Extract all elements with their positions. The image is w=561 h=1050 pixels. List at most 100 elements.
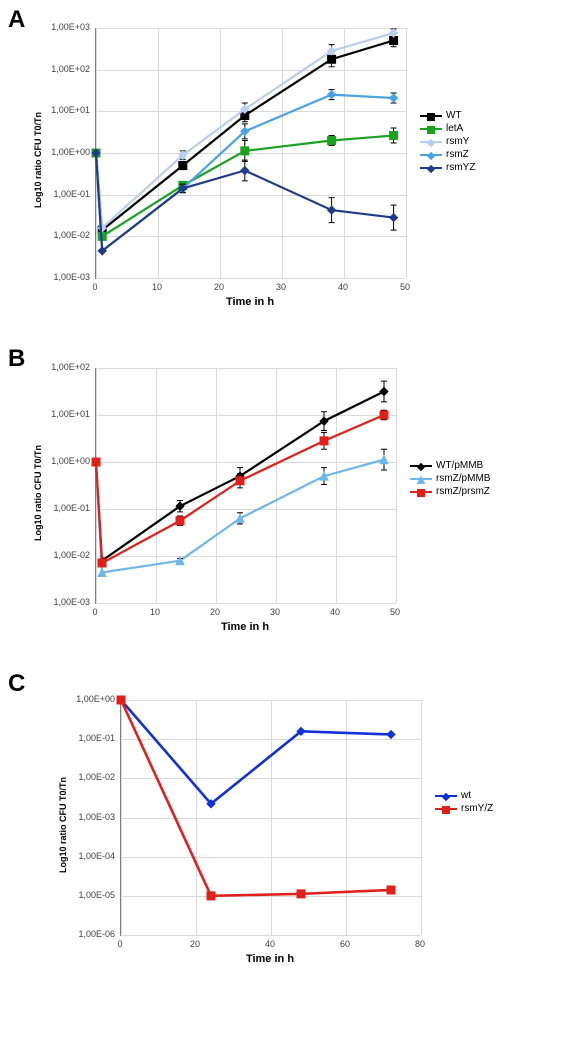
series-svg	[96, 28, 406, 278]
ytick-label: 1,00E-04	[65, 851, 115, 861]
ytick-label: 1,00E-03	[40, 272, 90, 282]
series-marker	[390, 29, 398, 37]
ytick-label: 1,00E-02	[40, 550, 90, 560]
ytick-label: 1,00E-02	[65, 772, 115, 782]
series-marker	[387, 730, 395, 738]
panel-label-a: A	[8, 6, 25, 34]
xtick-label: 30	[270, 607, 280, 617]
gridline-v	[406, 28, 407, 278]
xtick-label: 20	[210, 607, 220, 617]
xtick-label: 60	[340, 939, 350, 949]
ytick-label: 1,00E+02	[40, 362, 90, 372]
legend-swatch	[420, 128, 442, 130]
ytick-label: 1,00E-06	[65, 929, 115, 939]
legend-swatch	[435, 808, 457, 810]
legend-item: rsmZ	[420, 149, 475, 160]
ytick-label: 1,00E+00	[40, 147, 90, 157]
x-axis-label: Time in h	[246, 953, 294, 965]
ytick-label: 1,00E-01	[40, 503, 90, 513]
xtick-label: 50	[390, 607, 400, 617]
xtick-label: 40	[330, 607, 340, 617]
legend-label: rsmYZ	[446, 162, 475, 173]
plot-area-b	[95, 368, 396, 604]
series-marker	[236, 514, 244, 522]
ytick-label: 1,00E+03	[40, 22, 90, 32]
xtick-label: 20	[214, 282, 224, 292]
xtick-label: 10	[150, 607, 160, 617]
ytick-label: 1,00E-03	[40, 597, 90, 607]
gridline-v	[421, 700, 422, 935]
legend-swatch	[410, 465, 432, 467]
legend-item: wt	[435, 790, 493, 801]
y-axis-label: Log10 ratio CFU T0/Tn	[58, 776, 68, 872]
ytick-label: 1,00E+01	[40, 105, 90, 115]
series-line	[96, 415, 384, 563]
series-svg	[96, 368, 396, 603]
series-marker	[390, 94, 398, 102]
legend-item: WT	[420, 110, 475, 121]
xtick-label: 40	[265, 939, 275, 949]
series-marker	[380, 411, 388, 419]
y-axis-label: Log10 ratio CFU T0/Tn	[33, 444, 43, 540]
legend-item: rsmZ/prsmZ	[410, 486, 490, 497]
legend-label: letA	[446, 123, 463, 134]
series-line	[121, 700, 391, 896]
series-marker	[176, 517, 184, 525]
legend-label: rsmZ	[446, 149, 469, 160]
series-marker	[297, 890, 305, 898]
xtick-label: 10	[152, 282, 162, 292]
ytick-label: 1,00E-03	[65, 812, 115, 822]
gridline-v	[396, 368, 397, 603]
plot-area-c	[120, 700, 421, 936]
legend-swatch	[420, 154, 442, 156]
legend-item: rsmY/Z	[435, 803, 493, 814]
series-marker	[387, 886, 395, 894]
legend: WT/pMMB rsmZ/pMMB rsmZ/prsmZ	[410, 460, 490, 499]
xtick-label: 50	[400, 282, 410, 292]
legend-label: WT	[446, 110, 462, 121]
legend-item: WT/pMMB	[410, 460, 490, 471]
xtick-label: 40	[338, 282, 348, 292]
xtick-label: 0	[92, 607, 97, 617]
legend-label: rsmZ/pMMB	[436, 473, 490, 484]
ytick-label: 1,00E-01	[40, 189, 90, 199]
legend-item: letA	[420, 123, 475, 134]
xtick-label: 0	[117, 939, 122, 949]
x-axis-label: Time in h	[221, 621, 269, 633]
series-marker	[241, 147, 249, 155]
series-marker	[390, 132, 398, 140]
legend-swatch	[435, 795, 457, 797]
series-svg	[121, 700, 421, 935]
series-marker	[98, 559, 106, 567]
xtick-label: 80	[415, 939, 425, 949]
panel-label-b: B	[8, 345, 25, 373]
gridline-h	[96, 278, 406, 279]
gridline-h	[121, 935, 421, 936]
ytick-label: 1,00E+00	[65, 694, 115, 704]
ytick-label: 1,00E-01	[65, 733, 115, 743]
series-marker	[390, 214, 398, 222]
x-axis-label: Time in h	[226, 296, 274, 308]
legend-item: rsmY	[420, 136, 475, 147]
series-marker	[328, 206, 336, 214]
ytick-label: 1,00E+01	[40, 409, 90, 419]
ytick-label: 1,00E-05	[65, 890, 115, 900]
legend: WT letA rsmY rsmZ rsmYZ	[420, 110, 475, 175]
series-marker	[92, 458, 100, 466]
series-marker	[207, 892, 215, 900]
xtick-label: 0	[92, 282, 97, 292]
legend-label: wt	[461, 790, 471, 801]
y-axis-label: Log10 ratio CFU T0/Tn	[33, 112, 43, 208]
legend-swatch	[410, 491, 432, 493]
legend-swatch	[420, 115, 442, 117]
legend-swatch	[420, 167, 442, 169]
legend: wt rsmY/Z	[435, 790, 493, 816]
series-marker	[241, 167, 249, 175]
legend-label: rsmZ/prsmZ	[436, 486, 490, 497]
legend-swatch	[420, 141, 442, 143]
plot-area-a	[95, 28, 406, 279]
xtick-label: 20	[190, 939, 200, 949]
legend-label: WT/pMMB	[436, 460, 483, 471]
series-marker	[179, 162, 187, 170]
legend-swatch	[410, 478, 432, 480]
